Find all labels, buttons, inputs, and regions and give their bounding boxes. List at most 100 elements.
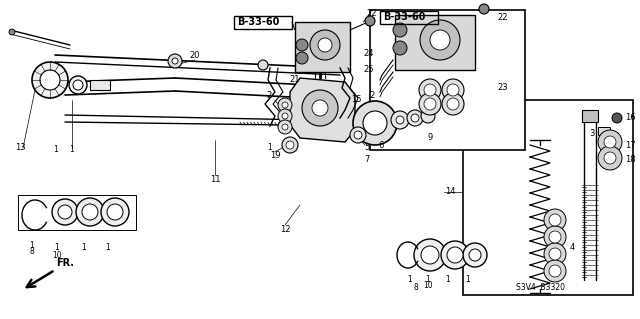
Circle shape	[32, 62, 68, 98]
Circle shape	[350, 127, 366, 143]
Circle shape	[82, 204, 98, 220]
Circle shape	[549, 231, 561, 243]
Text: 8: 8	[413, 283, 419, 292]
Text: B-33-60: B-33-60	[237, 17, 280, 27]
Circle shape	[282, 113, 288, 119]
Text: 6: 6	[378, 140, 384, 150]
Text: 1: 1	[268, 144, 273, 152]
Text: 11: 11	[210, 175, 220, 184]
Circle shape	[549, 265, 561, 277]
Circle shape	[421, 109, 435, 123]
Circle shape	[544, 226, 566, 248]
Circle shape	[286, 141, 294, 149]
Circle shape	[544, 260, 566, 282]
Circle shape	[52, 199, 78, 225]
Bar	[380, 11, 438, 24]
Circle shape	[363, 111, 387, 135]
Text: 24: 24	[364, 48, 374, 57]
Text: S3V4  B3320: S3V4 B3320	[515, 284, 564, 293]
Circle shape	[69, 76, 87, 94]
Circle shape	[598, 130, 622, 154]
Circle shape	[549, 248, 561, 260]
Text: 1: 1	[29, 241, 35, 249]
Circle shape	[354, 131, 362, 139]
Circle shape	[296, 39, 308, 51]
Text: 15: 15	[351, 95, 362, 105]
Circle shape	[544, 243, 566, 265]
Circle shape	[73, 80, 83, 90]
Circle shape	[447, 84, 459, 96]
Text: B-33-60: B-33-60	[383, 12, 426, 22]
Text: 2: 2	[267, 91, 272, 100]
Circle shape	[420, 20, 460, 60]
Circle shape	[312, 100, 328, 116]
Circle shape	[258, 60, 268, 70]
Circle shape	[40, 70, 60, 90]
Text: 1: 1	[106, 243, 110, 253]
Text: 7: 7	[364, 155, 370, 165]
Circle shape	[469, 249, 481, 261]
Circle shape	[310, 30, 340, 60]
Circle shape	[598, 146, 622, 170]
Bar	[18, 195, 136, 230]
Circle shape	[9, 29, 15, 35]
Text: 20: 20	[189, 50, 200, 60]
Text: 1: 1	[82, 243, 86, 253]
Circle shape	[549, 214, 561, 226]
Circle shape	[447, 247, 463, 263]
Text: 13: 13	[15, 144, 26, 152]
Bar	[370, 10, 525, 150]
Text: 10: 10	[52, 250, 62, 259]
Circle shape	[76, 198, 104, 226]
Polygon shape	[290, 78, 355, 142]
Text: 22: 22	[367, 9, 377, 18]
Circle shape	[604, 136, 616, 148]
Text: 1: 1	[466, 276, 470, 285]
Bar	[295, 22, 350, 72]
Circle shape	[58, 205, 72, 219]
Circle shape	[172, 58, 178, 64]
Bar	[90, 80, 110, 90]
Circle shape	[419, 93, 441, 115]
Text: 5: 5	[364, 143, 370, 152]
Text: 1: 1	[54, 243, 60, 253]
Circle shape	[479, 4, 489, 14]
Circle shape	[419, 79, 441, 101]
Bar	[463, 100, 633, 295]
Bar	[395, 15, 475, 70]
Text: 3: 3	[589, 129, 595, 137]
Text: 1: 1	[70, 145, 74, 154]
Text: 21: 21	[290, 76, 300, 85]
Circle shape	[282, 102, 288, 108]
Circle shape	[391, 111, 409, 129]
Text: 2: 2	[370, 91, 375, 100]
Text: 1: 1	[426, 276, 430, 285]
Text: 1: 1	[54, 145, 58, 154]
Circle shape	[424, 84, 436, 96]
Text: 12: 12	[280, 226, 291, 234]
Circle shape	[278, 109, 292, 123]
Circle shape	[442, 79, 464, 101]
Circle shape	[424, 98, 436, 110]
Circle shape	[604, 152, 616, 164]
Text: 22: 22	[497, 12, 508, 21]
Circle shape	[101, 198, 129, 226]
Circle shape	[441, 241, 469, 269]
Text: 9: 9	[428, 133, 433, 143]
Circle shape	[442, 93, 464, 115]
Circle shape	[393, 41, 407, 55]
Text: 14: 14	[445, 188, 456, 197]
Text: FR.: FR.	[56, 258, 74, 268]
Text: 25: 25	[364, 65, 374, 75]
Circle shape	[353, 101, 397, 145]
Circle shape	[278, 120, 292, 134]
Circle shape	[544, 209, 566, 231]
Circle shape	[318, 38, 332, 52]
Circle shape	[282, 137, 298, 153]
Circle shape	[282, 124, 288, 130]
Circle shape	[168, 54, 182, 68]
Circle shape	[302, 90, 338, 126]
Circle shape	[447, 98, 459, 110]
Text: 1: 1	[445, 276, 451, 285]
Text: 23: 23	[497, 83, 508, 92]
